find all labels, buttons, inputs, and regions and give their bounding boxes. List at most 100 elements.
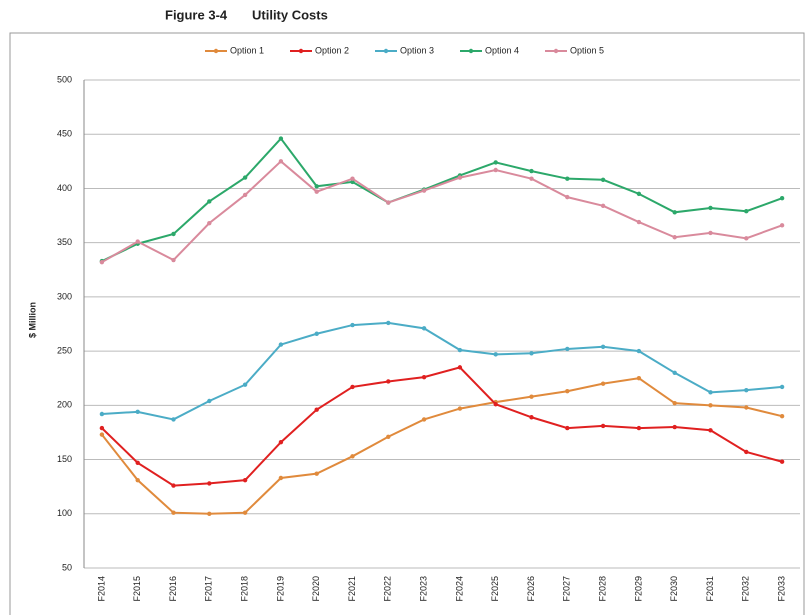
point xyxy=(278,136,284,141)
x-tick-label: F2029 xyxy=(633,576,643,602)
point xyxy=(708,428,713,433)
point xyxy=(171,257,176,263)
y-tick-label: 100 xyxy=(57,508,72,518)
legend-marker xyxy=(383,48,389,54)
point xyxy=(529,176,534,181)
point xyxy=(565,194,570,200)
point xyxy=(600,381,606,386)
x-tick-label: F2027 xyxy=(562,576,572,602)
point xyxy=(457,347,463,353)
legend-marker xyxy=(553,48,559,54)
x-tick-label: F2030 xyxy=(669,576,679,602)
legend-label: Option 4 xyxy=(485,45,519,55)
y-tick-label: 350 xyxy=(57,237,72,247)
x-tick-label: F2020 xyxy=(311,576,321,602)
point xyxy=(242,510,248,515)
point xyxy=(207,481,212,486)
point xyxy=(421,326,427,331)
series-line xyxy=(101,366,783,487)
point xyxy=(779,459,785,464)
x-tick-label: F2016 xyxy=(168,576,178,602)
point xyxy=(744,449,749,455)
x-tick-label: F2024 xyxy=(454,576,464,602)
point xyxy=(99,425,105,431)
y-tick-label: 450 xyxy=(57,129,72,139)
point xyxy=(314,471,319,476)
point xyxy=(171,483,176,488)
point xyxy=(242,382,248,387)
chart-frame xyxy=(9,32,805,615)
y-tick-label: 150 xyxy=(57,454,72,464)
y-tick-label: 400 xyxy=(57,183,72,193)
x-tick-label: F2023 xyxy=(418,576,428,602)
y-tick-label: 500 xyxy=(57,74,72,84)
point xyxy=(350,176,355,181)
point xyxy=(421,417,427,422)
x-tick-label: F2019 xyxy=(275,576,285,602)
x-tick-label: F2017 xyxy=(204,576,214,602)
point xyxy=(421,188,427,193)
y-tick-label: 300 xyxy=(57,291,72,301)
point xyxy=(636,219,642,225)
point xyxy=(314,407,319,412)
point xyxy=(565,176,570,181)
x-tick-label: F2018 xyxy=(239,576,249,602)
point xyxy=(565,346,570,352)
point xyxy=(350,384,355,390)
point xyxy=(708,230,713,236)
point xyxy=(708,403,713,408)
point xyxy=(529,415,534,420)
point xyxy=(135,477,140,483)
x-tick-label: F2028 xyxy=(597,576,607,602)
point xyxy=(99,259,105,265)
point xyxy=(636,425,642,431)
point xyxy=(386,320,391,326)
legend-label: Option 2 xyxy=(315,45,349,55)
point xyxy=(529,351,534,356)
series-line xyxy=(101,377,783,515)
point xyxy=(565,425,570,431)
point xyxy=(421,374,427,380)
x-tick-label: F2025 xyxy=(490,576,500,602)
point xyxy=(207,398,212,404)
x-tick-label: F2032 xyxy=(741,576,751,602)
x-tick-label: F2033 xyxy=(776,576,786,602)
point xyxy=(529,168,534,174)
point xyxy=(672,210,677,215)
point xyxy=(314,184,319,189)
x-tick-label: F2031 xyxy=(705,576,715,602)
legend-marker xyxy=(213,48,219,54)
point xyxy=(350,454,355,459)
x-tick-label: F2021 xyxy=(347,576,357,602)
point xyxy=(672,424,677,430)
y-tick-label: 50 xyxy=(62,562,72,572)
point xyxy=(493,402,498,407)
point xyxy=(672,235,677,240)
point xyxy=(636,376,642,381)
point xyxy=(278,342,284,347)
point xyxy=(314,331,319,336)
point xyxy=(242,175,248,180)
point xyxy=(600,203,606,208)
point xyxy=(207,511,212,516)
point xyxy=(600,177,606,182)
y-tick-label: 250 xyxy=(57,345,72,355)
point xyxy=(779,223,785,228)
point xyxy=(171,231,176,237)
series-line xyxy=(101,159,783,264)
legend-label: Option 1 xyxy=(230,45,264,55)
point xyxy=(99,432,105,437)
point xyxy=(135,239,140,244)
point xyxy=(278,159,284,164)
point xyxy=(708,390,713,395)
point xyxy=(207,220,212,226)
point xyxy=(744,236,749,241)
series-line xyxy=(101,321,783,421)
y-axis-label: $ Million xyxy=(27,302,37,338)
point xyxy=(636,348,642,354)
point xyxy=(708,205,713,211)
x-tick-label: F2022 xyxy=(383,576,393,602)
point xyxy=(314,189,319,194)
point xyxy=(493,160,498,165)
chart-title: Utility Costs xyxy=(252,7,328,22)
